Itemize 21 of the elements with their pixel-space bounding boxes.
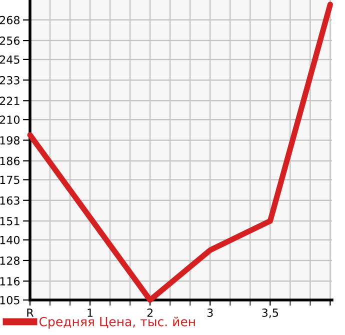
y-tick-label: 198 xyxy=(0,136,20,145)
y-tick-label: 245 xyxy=(0,55,20,64)
y-tick-label: 163 xyxy=(0,196,20,205)
y-tick-label: 210 xyxy=(0,116,20,124)
x-tick-label: R xyxy=(27,308,34,317)
y-tick-label: 221 xyxy=(0,96,20,105)
y-tick-label: 175 xyxy=(0,176,20,184)
y-tick-label: 105 xyxy=(0,296,20,304)
y-tick-label: 140 xyxy=(0,236,20,244)
y-tick-label: 151 xyxy=(0,217,20,226)
y-tick-label: 128 xyxy=(0,256,20,265)
x-tick-label: 3 xyxy=(207,308,213,317)
legend-label: Средняя Цена, тыс. йен xyxy=(39,316,195,329)
x-tick-label: 3,5 xyxy=(262,308,278,318)
y-tick-label: 268 xyxy=(0,16,20,24)
y-tick-label: 233 xyxy=(0,76,20,84)
y-tick-label: 256 xyxy=(0,36,20,45)
x-tick-label: 1 xyxy=(88,308,93,317)
y-tick-label: 116 xyxy=(0,277,20,286)
x-tick-label: 2 xyxy=(147,308,152,317)
y-tick-label: 186 xyxy=(0,156,20,166)
